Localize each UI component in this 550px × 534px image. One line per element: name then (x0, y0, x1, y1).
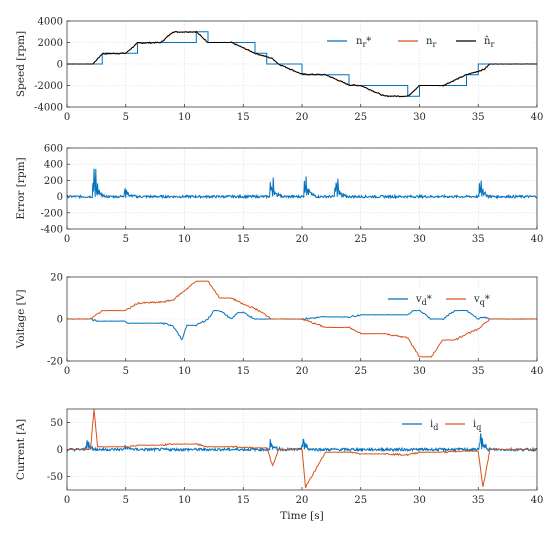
plot-frame (66, 408, 538, 491)
y-axis-label: Error [rpm] (15, 157, 27, 219)
x-tick-label: 5 (123, 495, 129, 506)
legend-box (322, 32, 532, 49)
x-tick-label: 30 (413, 112, 426, 123)
y-tick-label: 600 (44, 144, 63, 155)
y-tick-label: 0 (57, 60, 63, 71)
x-tick-label: 40 (531, 234, 544, 245)
y-tick-label: 0 (57, 315, 63, 326)
x-tick-label: 5 (123, 366, 129, 377)
series-line-vq (67, 280, 537, 358)
x-tick-label: 15 (237, 366, 250, 377)
x-tick-label: 20 (296, 234, 309, 245)
x-tick-label: 40 (531, 495, 544, 506)
plot-frame (66, 276, 538, 362)
series-line-nr (67, 31, 537, 97)
x-tick-label: 5 (123, 234, 129, 245)
x-tick-label: 15 (237, 112, 250, 123)
y-tick-label: -50 (47, 472, 63, 483)
legend-entry: vq* (473, 294, 490, 307)
x-tick-label: 10 (178, 366, 191, 377)
x-tick-label: 35 (472, 112, 485, 123)
legend-entry: n̂r (484, 36, 494, 49)
y-tick-label: 400 (44, 160, 63, 171)
y-tick-label: -2000 (34, 81, 63, 92)
x-tick-label: 40 (531, 112, 544, 123)
x-tick-label: 30 (413, 495, 426, 506)
x-tick-label: 35 (472, 234, 485, 245)
legend-entry: nr* (356, 36, 371, 49)
panel-4: 0 5 10 15 20 25 30 35 40 50 0 -50 Current [A] Time [s… (15, 408, 544, 522)
x-tick-label: 25 (354, 234, 367, 245)
legend-entry: nr (426, 36, 436, 49)
y-axis-label: Voltage [V] (15, 290, 27, 350)
series-line-iq (67, 409, 537, 489)
x-tick-label: 25 (354, 112, 367, 123)
series-line-id (67, 433, 537, 453)
x-tick-label: 20 (296, 366, 309, 377)
plot-frame (66, 147, 538, 230)
y-tick-label: -200 (41, 208, 63, 219)
x-tick-label: 0 (64, 234, 70, 245)
legend: nr* nr n̂r (322, 32, 532, 49)
legend-entry: iq (473, 419, 481, 432)
y-tick-label: 50 (50, 418, 63, 429)
y-tick-label: 0 (57, 192, 63, 203)
y-tick-label: 200 (44, 176, 63, 187)
legend: vd* vq* (384, 290, 532, 307)
x-tick-label: 15 (237, 234, 250, 245)
y-tick-label: -400 (41, 225, 63, 236)
x-tick-label: 0 (64, 495, 70, 506)
x-tick-label: 5 (123, 112, 129, 123)
x-tick-label: 20 (296, 495, 309, 506)
y-tick-label: -4000 (34, 103, 63, 114)
x-tick-label: 10 (178, 495, 191, 506)
x-tick-label: 30 (413, 366, 426, 377)
series-line-nr (67, 30, 537, 98)
x-tick-label: 25 (354, 366, 367, 377)
x-tick-label: 0 (64, 366, 70, 377)
y-tick-label: 20 (50, 273, 63, 284)
y-axis-label: Speed [rpm] (15, 31, 27, 97)
x-axis-label: Time [s] (280, 510, 323, 522)
x-tick-label: 40 (531, 366, 544, 377)
legend-entry: id (430, 419, 438, 432)
panel-1: 0 5 10 15 20 25 30 35 40 4000 2000 0 -2000 -4000 Speed… (15, 17, 543, 124)
plot-frame (66, 20, 538, 108)
x-tick-label: 35 (472, 495, 485, 506)
series-group (67, 280, 537, 358)
series-group (67, 168, 537, 200)
x-tick-label: 15 (237, 495, 250, 506)
y-tick-label: 0 (57, 445, 63, 456)
x-tick-label: 35 (472, 366, 485, 377)
y-tick-label: 2000 (38, 38, 63, 49)
x-tick-label: 10 (178, 112, 191, 123)
x-tick-label: 30 (413, 234, 426, 245)
y-tick-label: 4000 (38, 17, 63, 28)
x-tick-label: 10 (178, 234, 191, 245)
x-tick-label: 0 (64, 112, 70, 123)
x-tick-label: 25 (354, 495, 367, 506)
series-line-error (67, 168, 537, 200)
legend: id iq (399, 415, 517, 432)
y-tick-label: -20 (47, 357, 63, 368)
series-group (67, 30, 537, 98)
legend-entry: vd* (415, 294, 432, 307)
y-axis-label: Current [A] (15, 419, 27, 480)
panel-2: 0 5 10 15 20 25 30 35 40 600 400 200 0 -200 -400 Error … (15, 144, 543, 246)
series-group (67, 409, 537, 489)
x-tick-label: 20 (296, 112, 309, 123)
